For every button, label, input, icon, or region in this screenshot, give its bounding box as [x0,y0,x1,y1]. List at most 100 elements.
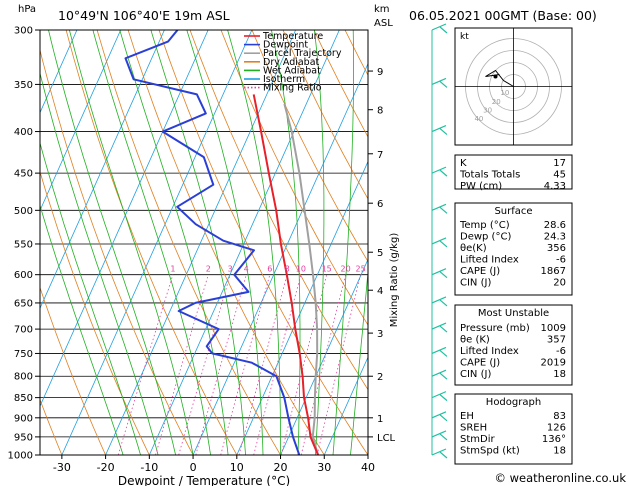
datetime-header: 06.05.2021 00GMT (Base: 00) [409,8,597,23]
legend-label: Dewpoint [263,40,308,51]
hodograph-stats-row-label: StmDir [460,434,495,445]
wind-barb-feather [439,128,448,136]
hodograph-stats-row-value: 126 [547,423,566,434]
pressure-tick-label: 900 [14,413,33,424]
hodograph-stats-row-label: EH [460,411,474,422]
wind-barb-feather [439,433,448,441]
km-tick-label: 6 [377,199,383,210]
wind-barb [431,203,447,211]
wind-barb-feather [439,206,448,214]
hodograph-stats-row-label: SREH [460,423,487,434]
dry-adiabat-line [40,170,150,455]
hodograph-trace [485,69,514,87]
legend-label: Wet Adiabat [263,65,321,76]
mixing-ratio-value-label: 4 [244,265,249,274]
pressure-tick-label: 1000 [8,451,33,462]
hodograph-ring-label: 10 [500,89,509,97]
dry-adiabat-line [40,286,106,455]
wind-barb [431,322,447,330]
km-tick-label: 1 [377,414,383,425]
surface-box [454,202,573,296]
most-unstable-row-label: θe (K) [460,335,490,346]
hodograph-ring-label: 30 [483,106,492,114]
indices-panel: K 17 Totals Totals 45 PW (cm) 4.33 Surface Temp… [454,154,573,465]
wind-barb-feather [439,169,448,177]
most-unstable-box [454,304,573,386]
surface-row-value: 1867 [541,266,566,277]
mixing-ratio-value-label: 6 [267,265,272,274]
indices-box [454,154,573,190]
isotherm-line [148,30,340,455]
wind-barb [431,448,447,456]
parcel-trajectory-line [283,103,320,455]
wind-barb-feather [439,80,448,88]
hodograph-stats-row-value: 18 [553,446,566,457]
mixing-ratio-line [300,274,346,455]
index-row-value: 4.33 [544,181,566,192]
mixing-ratio-line [220,274,271,455]
wind-barb-feather [439,394,448,402]
dry-adiabat-line [220,30,368,326]
most-unstable-row-label: Pressure (mb) [460,323,530,334]
temperature-tick-label: 30 [317,461,331,474]
surface-row-label: Temp (°C) [459,220,510,231]
index-row-value: 17 [553,158,566,169]
wet-adiabat-line [271,30,301,455]
isotherm-line [280,258,368,455]
wind-barb-feather [439,240,448,248]
isotherm-line [40,30,209,408]
wind-barb-feather [439,349,448,357]
dry-adiabat-line [40,48,194,455]
km-unit-label: km [374,4,390,15]
wet-adiabat-line [92,30,211,455]
hodograph-stats-box [454,393,573,465]
pressure-tick-label: 600 [14,270,33,281]
wet-adiabat-line [40,141,141,455]
pressure-tick-label: 450 [14,169,33,180]
wet-adiabat-line [350,267,368,455]
wind-barb-feather [439,271,448,279]
mixing-ratio-value-label: 3 [228,265,233,274]
temperature-tick-label: 0 [190,461,197,474]
mixing-ratio-value-label: 2 [206,265,211,274]
km-tick-label: LCL [377,433,396,444]
wet-adiabat-line [227,30,281,455]
dry-adiabat-line [65,30,238,455]
isotherm-line [192,62,368,455]
sounding-lines [124,30,320,455]
legend-label: Dry Adiabat [263,57,320,68]
wind-barb-feather [439,451,448,459]
pressure-tick-label: 350 [14,80,33,91]
wind-barb [431,369,447,377]
dry-adiabat-line [593,30,629,455]
most-unstable-row-value: 2019 [541,358,566,369]
mixing-ratio-value-label: 20 [341,265,351,274]
wind-barb-feather [439,26,448,34]
mixing-ratio-line [195,274,247,455]
surface-row-label: CIN (J) [460,278,491,289]
mixing-ratio-line [280,274,328,455]
pressure-tick-label: 500 [14,206,33,217]
km-tick-label: 3 [377,329,383,340]
pressure-tick-label: 300 [14,26,33,37]
surface-row-value: 28.6 [544,220,566,231]
storm-motion-marker [493,74,498,79]
km-tick-label: 7 [377,150,383,161]
x-axis-label: Dewpoint / Temperature (°C) [118,474,290,486]
surface-row-value: 20 [553,278,566,289]
wind-barb [431,411,447,419]
wet-adiabat-line [332,30,354,455]
mixing-ratio-line [178,274,231,455]
mixing-ratio-value-label: 15 [322,265,332,274]
hodograph-stats-row-value: 136° [542,434,566,445]
index-row-label: PW (cm) [460,181,502,192]
dry-adiabat-line [282,30,368,200]
hpa-unit-label: hPa [18,4,36,15]
surface-row-label: Dewp (°C) [460,232,511,243]
index-row-value: 45 [553,170,566,181]
dry-adiabat-line [158,30,368,455]
surface-row-value: 356 [547,243,566,254]
wind-barb-feather [439,325,448,333]
isotherm-line [323,356,368,455]
